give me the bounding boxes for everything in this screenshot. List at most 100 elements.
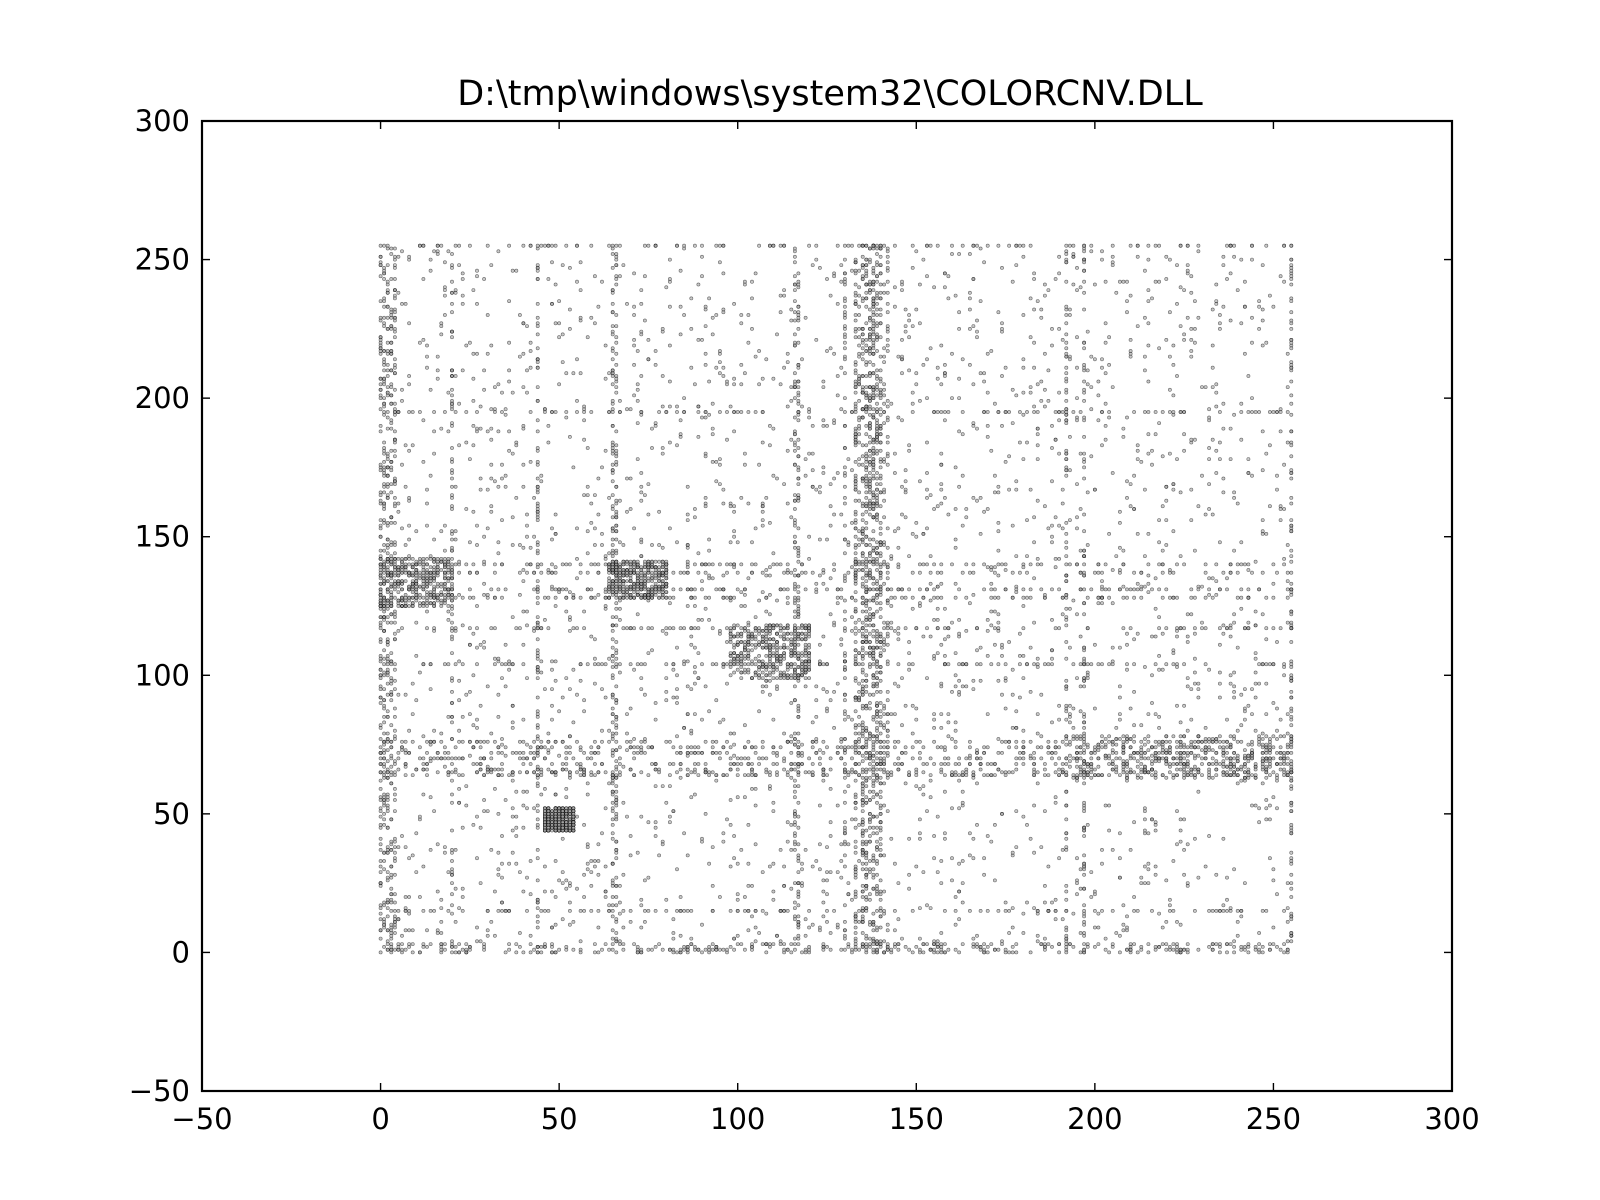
scatter-point	[914, 534, 919, 539]
scatter-point	[789, 775, 794, 780]
scatter-point	[535, 243, 540, 248]
scatter-point	[1260, 950, 1265, 955]
scatter-point	[914, 307, 919, 312]
scatter-point	[878, 678, 883, 683]
scatter-point	[1050, 326, 1054, 331]
scatter-point	[1214, 593, 1219, 597]
scatter-point	[514, 626, 519, 631]
scatter-point	[1218, 642, 1222, 647]
scatter-point	[943, 362, 947, 367]
scatter-point	[525, 742, 529, 747]
scatter-point	[960, 473, 965, 478]
scatter-point	[607, 551, 612, 556]
scatter-point	[496, 382, 501, 387]
scatter-point	[675, 443, 679, 448]
scatter-point	[707, 709, 712, 714]
scatter-point	[450, 484, 454, 489]
scatter-point	[1128, 349, 1133, 353]
scatter-point	[875, 374, 879, 378]
scatter-point	[571, 371, 576, 376]
scatter-point	[1235, 645, 1240, 650]
scatter-point	[843, 257, 847, 262]
scatter-point	[500, 676, 504, 681]
scatter-point	[985, 745, 990, 750]
scatter-point	[514, 751, 519, 755]
scatter-point	[1121, 928, 1126, 933]
scatter-point	[421, 734, 426, 739]
scatter-point	[678, 587, 683, 592]
scatter-point	[571, 667, 576, 672]
scatter-point	[832, 623, 837, 628]
scatter-point	[785, 839, 790, 844]
scatter-point	[1243, 770, 1247, 775]
scatter-point	[492, 889, 497, 894]
scatter-point	[1218, 681, 1222, 686]
scatter-point	[675, 695, 679, 700]
scatter-point	[843, 676, 847, 681]
scatter-point	[871, 759, 876, 764]
scatter-point	[853, 551, 858, 556]
scatter-point	[682, 570, 687, 575]
scatter-point	[860, 781, 865, 786]
scatter-point	[903, 324, 908, 329]
scatter-point	[1175, 703, 1179, 708]
scatter-point	[671, 936, 676, 941]
scatter-point	[775, 687, 779, 692]
scatter-point	[793, 778, 797, 783]
scatter-point	[1046, 751, 1051, 755]
scatter-point	[896, 415, 901, 420]
scatter-point	[1178, 734, 1183, 739]
scatter-point	[757, 762, 762, 766]
scatter-point	[743, 462, 747, 467]
scatter-point	[457, 401, 462, 406]
scatter-point	[378, 254, 383, 259]
scatter-point	[1028, 836, 1033, 841]
scatter-point	[900, 595, 904, 600]
scatter-point	[478, 756, 483, 761]
scatter-point	[685, 659, 690, 664]
scatter-point	[1289, 872, 1294, 877]
scatter-point	[1271, 562, 1276, 567]
scatter-point	[1182, 756, 1187, 761]
scatter-point	[868, 559, 872, 564]
scatter-point	[392, 620, 397, 625]
scatter-point	[1125, 495, 1129, 500]
scatter-point	[696, 410, 701, 414]
scatter-point	[535, 346, 540, 351]
scatter-point	[1010, 667, 1015, 672]
scatter-point	[507, 299, 512, 304]
scatter-point	[1010, 945, 1015, 949]
scatter-point	[925, 626, 929, 631]
scatter-point	[864, 257, 869, 262]
scatter-point	[1082, 931, 1087, 935]
scatter-point	[710, 770, 715, 775]
scatter-point	[882, 626, 887, 631]
scatter-point	[525, 609, 529, 614]
scatter-point	[785, 448, 790, 453]
scatter-point	[1121, 426, 1126, 431]
scatter-point	[793, 942, 797, 947]
scatter-point	[1235, 562, 1240, 567]
scatter-point	[689, 795, 694, 800]
scatter-point	[696, 751, 701, 755]
scatter-point	[732, 429, 737, 434]
scatter-point	[400, 387, 404, 392]
scatter-point	[928, 634, 933, 639]
scatter-point	[968, 307, 972, 312]
scatter-point	[632, 756, 637, 761]
scatter-point	[939, 712, 944, 717]
scatter-point	[675, 909, 679, 913]
scatter-point	[1078, 756, 1083, 761]
scatter-point	[1046, 368, 1051, 373]
scatter-point	[1003, 662, 1008, 667]
scatter-point	[478, 881, 483, 886]
scatter-point	[471, 823, 476, 827]
scatter-point	[1046, 864, 1051, 869]
scatter-point	[864, 349, 869, 353]
scatter-point	[1064, 773, 1069, 778]
scatter-point	[385, 870, 390, 875]
scatter-point	[750, 540, 754, 545]
scatter-point	[814, 337, 819, 342]
scatter-point	[932, 739, 937, 744]
scatter-point	[1118, 712, 1122, 717]
